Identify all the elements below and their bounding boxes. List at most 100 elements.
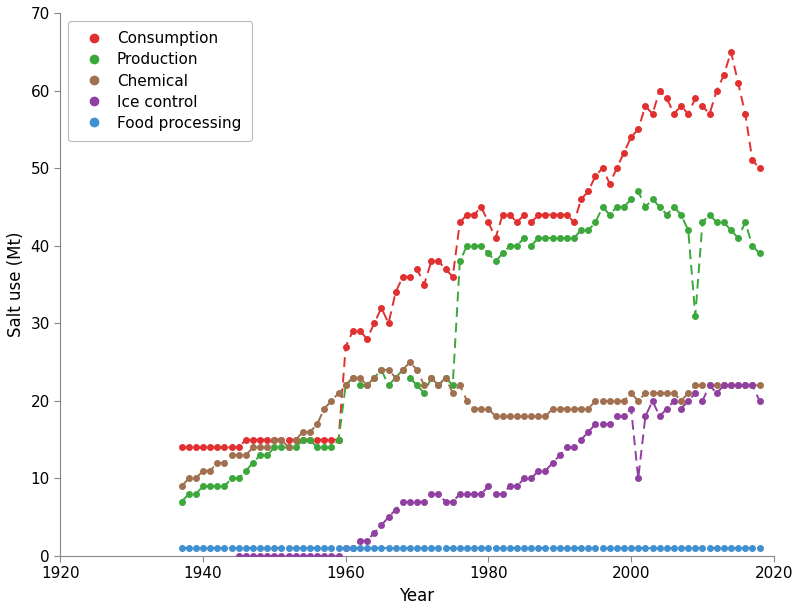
Point xyxy=(325,442,338,452)
Point xyxy=(197,466,210,476)
Point xyxy=(561,210,574,220)
Point xyxy=(489,543,502,553)
Point xyxy=(646,388,659,398)
Point xyxy=(332,551,345,561)
Point xyxy=(432,489,445,499)
Point xyxy=(496,248,509,258)
Point xyxy=(418,497,430,507)
Point xyxy=(346,326,359,336)
Point xyxy=(432,543,445,553)
Point xyxy=(261,543,274,553)
Point xyxy=(382,365,395,375)
Point xyxy=(625,388,638,398)
Point xyxy=(639,101,652,111)
Point xyxy=(739,109,752,119)
Point xyxy=(654,411,666,421)
Point xyxy=(197,543,210,553)
Point xyxy=(674,101,687,111)
Point xyxy=(646,194,659,204)
Point xyxy=(182,489,195,499)
Point xyxy=(375,365,388,375)
Point xyxy=(275,543,288,553)
Point xyxy=(310,435,323,444)
Point xyxy=(354,536,366,545)
Point xyxy=(318,543,330,553)
Point xyxy=(554,210,566,220)
Point xyxy=(375,365,388,375)
Point xyxy=(582,187,594,196)
Point xyxy=(390,288,402,297)
Point xyxy=(175,482,188,491)
Point xyxy=(725,381,738,390)
Point xyxy=(525,411,538,421)
Point xyxy=(618,411,630,421)
Point xyxy=(482,248,494,258)
Point xyxy=(667,202,680,212)
Point xyxy=(753,163,766,173)
Point xyxy=(632,124,645,134)
Point xyxy=(589,543,602,553)
Point xyxy=(518,210,530,220)
Point xyxy=(554,450,566,460)
Point xyxy=(175,442,188,452)
Point xyxy=(532,543,545,553)
Point xyxy=(475,404,488,414)
Point xyxy=(432,381,445,390)
Point xyxy=(503,241,516,251)
Point xyxy=(468,210,481,220)
Point xyxy=(346,373,359,382)
Point xyxy=(554,543,566,553)
Point xyxy=(375,543,388,553)
Point xyxy=(689,543,702,553)
Point xyxy=(710,388,723,398)
Point xyxy=(582,404,594,414)
Point xyxy=(246,551,259,561)
Point xyxy=(396,543,409,553)
Point xyxy=(718,70,730,80)
Point xyxy=(282,435,295,444)
Point xyxy=(454,489,466,499)
Point xyxy=(525,543,538,553)
Point xyxy=(290,543,302,553)
Point xyxy=(646,396,659,406)
Point xyxy=(475,489,488,499)
Point xyxy=(496,411,509,421)
Point xyxy=(596,163,609,173)
Point xyxy=(225,543,238,553)
Point xyxy=(589,217,602,227)
Point xyxy=(518,474,530,483)
Point xyxy=(703,381,716,390)
Point xyxy=(746,155,759,165)
Point xyxy=(396,365,409,375)
Point xyxy=(525,217,538,227)
Point xyxy=(603,419,616,429)
Point xyxy=(354,373,366,382)
Point xyxy=(375,520,388,530)
Point xyxy=(211,543,224,553)
Point xyxy=(461,489,474,499)
Point xyxy=(689,94,702,103)
Point xyxy=(382,381,395,390)
Point xyxy=(554,233,566,243)
Point xyxy=(182,474,195,483)
Point xyxy=(382,318,395,328)
Point xyxy=(403,497,416,507)
Point xyxy=(739,381,752,390)
Point xyxy=(232,543,245,553)
Point xyxy=(468,241,481,251)
Point xyxy=(618,202,630,212)
Point xyxy=(610,163,623,173)
Point xyxy=(753,396,766,406)
Point xyxy=(390,505,402,515)
Point xyxy=(318,442,330,452)
Point xyxy=(432,256,445,266)
Point xyxy=(625,194,638,204)
Point xyxy=(190,442,202,452)
Point xyxy=(510,217,523,227)
Point xyxy=(610,396,623,406)
Point xyxy=(290,442,302,452)
Point xyxy=(275,442,288,452)
Point xyxy=(197,482,210,491)
Point xyxy=(297,435,310,444)
Point xyxy=(660,543,673,553)
